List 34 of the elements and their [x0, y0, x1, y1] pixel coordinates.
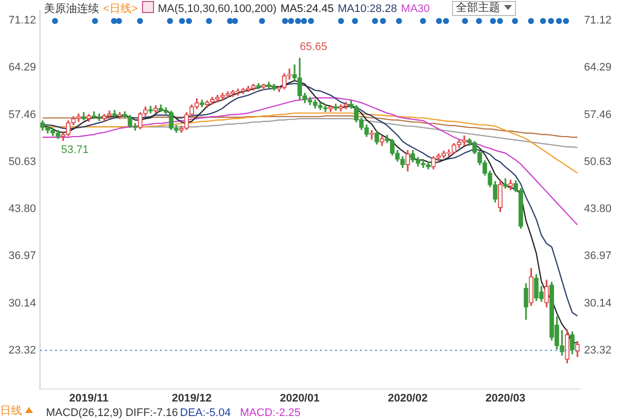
y2-tick-label: 30.14 [584, 297, 612, 310]
annotation: 53.71 [61, 144, 89, 156]
text: MACD(26,12,9) DIFF:-7.16 [46, 407, 178, 420]
legend-title: MA(5,10,30,60,100,200) [158, 3, 276, 15]
y-tick-label: 71.12 [8, 14, 36, 26]
x-tick-label: 2020/03 [486, 392, 526, 404]
y-tick-label: 50.63 [8, 156, 36, 168]
text: MA30 [401, 3, 430, 15]
y2-tick-label: 36.97 [584, 250, 612, 262]
y-tick-label: 23.32 [8, 344, 36, 356]
annotation: 全部主题 [456, 2, 500, 14]
x-tick-label: 2019/11 [69, 392, 108, 404]
text: DEA:-5.04 [180, 407, 231, 420]
y-tick-label: 57.46 [8, 108, 36, 121]
y2-tick-label: 50.63 [584, 156, 612, 168]
y-tick-label: 36.97 [8, 250, 36, 262]
y-tick-label: 43.80 [8, 203, 36, 216]
x-tick-label: 2020/01 [280, 392, 320, 404]
y2-tick-label: 71.12 [584, 14, 612, 26]
y-tick-label: 64.29 [8, 62, 36, 74]
annotation: 65.65 [300, 41, 328, 54]
y2-tick-label: 57.46 [584, 108, 612, 121]
text: 日线 [0, 405, 22, 417]
y2-tick-label: 64.29 [584, 62, 612, 74]
text: MACD:-2.25 [240, 407, 301, 420]
text: MA5:24.45 [280, 3, 334, 15]
x-tick-label: 2020/02 [388, 392, 428, 404]
y2-tick-label: 23.32 [584, 344, 612, 356]
text: MA10:28.28 [338, 3, 398, 15]
x-tick-label: 2019/12 [172, 392, 212, 404]
y-tick-label: 30.14 [8, 297, 36, 310]
chart-subtitle: <日线> [103, 3, 138, 15]
y2-tick-label: 43.80 [584, 203, 612, 216]
chart-title: 美原油连续 [44, 3, 99, 15]
